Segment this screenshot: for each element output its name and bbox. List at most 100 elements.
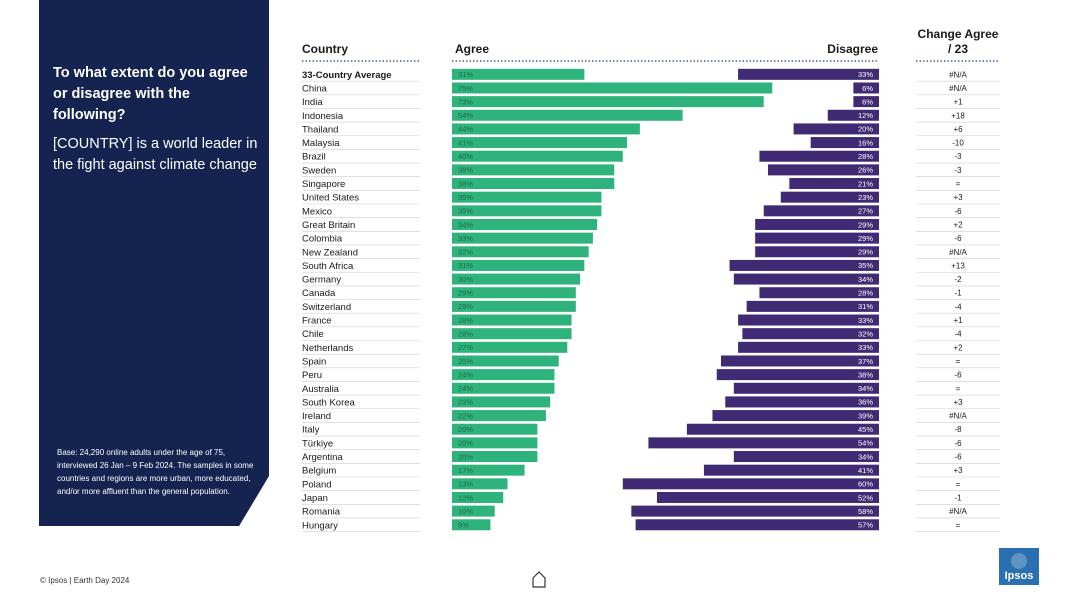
disagree-bar [656, 491, 879, 503]
agree-bar [452, 505, 495, 517]
agree-label: 12% [458, 493, 473, 502]
agree-bar [452, 287, 576, 299]
change-value: -4 [954, 302, 962, 311]
disagree-label: 58% [858, 507, 873, 516]
country-label: Argentina [302, 452, 343, 463]
disagree-bar [759, 287, 879, 299]
agree-label: 31% [458, 261, 473, 270]
disagree-bar [746, 300, 879, 312]
country-label: Chile [302, 329, 324, 340]
country-label: France [302, 316, 332, 327]
agree-label: 32% [458, 248, 473, 257]
agree-bar [452, 314, 572, 326]
disagree-label: 12% [858, 111, 873, 120]
country-label: Belgium [302, 466, 336, 477]
country-label: Poland [302, 479, 332, 490]
change-value: -3 [954, 166, 962, 175]
agree-bar [452, 178, 615, 190]
agree-bar [452, 355, 559, 367]
agree-label: 28% [458, 316, 473, 325]
country-label: Malaysia [302, 138, 340, 149]
disagree-label: 26% [858, 166, 873, 175]
change-value: #N/A [949, 412, 967, 421]
country-label: Romania [302, 507, 341, 518]
agree-bar [452, 246, 589, 258]
change-value: +3 [953, 466, 963, 475]
agree-label: 10% [458, 507, 473, 516]
disagree-bar [622, 478, 879, 490]
agree-label: 35% [458, 193, 473, 202]
disagree-label: 28% [858, 152, 873, 161]
agree-bar [452, 68, 585, 80]
disagree-label: 31% [858, 302, 873, 311]
disagree-bar [738, 341, 879, 353]
header-change: Change Agree/ 23 [918, 27, 999, 56]
agree-bar [452, 123, 640, 135]
disagree-bar [853, 96, 879, 108]
change-value: +2 [953, 220, 963, 229]
disagree-label: 32% [858, 329, 873, 338]
agree-label: 29% [458, 302, 473, 311]
disagree-label: 41% [858, 466, 873, 475]
agree-label: 34% [458, 220, 473, 229]
country-label: Singapore [302, 179, 345, 190]
agree-label: 38% [458, 166, 473, 175]
disagree-bar [763, 205, 879, 217]
agree-bar [452, 382, 555, 394]
disagree-label: 35% [858, 261, 873, 270]
disagree-bar [738, 314, 879, 326]
agree-label: 75% [458, 84, 473, 93]
agree-label: 20% [458, 425, 473, 434]
country-label: Ireland [302, 411, 331, 422]
disagree-label: 16% [858, 138, 873, 147]
agree-bar [452, 369, 555, 381]
agree-bar [452, 519, 491, 531]
disagree-label: 6% [862, 97, 873, 106]
agree-bar [452, 273, 581, 285]
disagree-label: 33% [858, 70, 873, 79]
change-value: -1 [954, 493, 962, 502]
country-label: Germany [302, 275, 341, 286]
disagree-bar [733, 273, 879, 285]
question-text: To what extent do you agree or disagree … [53, 65, 248, 123]
disagree-label: 33% [858, 343, 873, 352]
disagree-bar [635, 519, 879, 531]
agree-bar [452, 300, 576, 312]
agree-bar [452, 491, 504, 503]
ipsos-logo: Ipsos [999, 548, 1039, 585]
change-value: +1 [953, 98, 963, 107]
home-icon[interactable] [532, 570, 546, 593]
disagree-label: 33% [858, 316, 873, 325]
disagree-label: 52% [858, 493, 873, 502]
change-value: -1 [954, 289, 962, 298]
disagree-label: 54% [858, 439, 873, 448]
change-value: #N/A [949, 84, 967, 93]
country-label: South Africa [302, 261, 354, 272]
disagree-label: 34% [858, 384, 873, 393]
disagree-label: 29% [858, 220, 873, 229]
agree-label: 31% [458, 70, 473, 79]
disagree-label: 39% [858, 411, 873, 420]
disagree-label: 20% [858, 125, 873, 134]
disagree-bar [827, 109, 879, 121]
change-value: +6 [953, 125, 963, 134]
country-label: Mexico [302, 206, 332, 217]
agree-bar [452, 410, 546, 422]
agree-bar [452, 96, 764, 108]
disagree-bar [793, 123, 879, 135]
change-value: = [956, 384, 961, 393]
disagree-bar [755, 218, 879, 230]
disagree-label: 29% [858, 234, 873, 243]
header-agree: Agree [455, 42, 489, 56]
agree-label: 28% [458, 329, 473, 338]
country-label: Australia [302, 384, 340, 395]
disagree-bar [725, 396, 879, 408]
agree-bar [452, 341, 568, 353]
agree-label: 38% [458, 179, 473, 188]
disagree-bar [733, 451, 879, 463]
change-value: -6 [954, 234, 962, 243]
country-label: Türkiye [302, 438, 333, 449]
country-label: United States [302, 193, 359, 204]
disagree-bar [721, 355, 879, 367]
change-value: +18 [951, 111, 965, 120]
